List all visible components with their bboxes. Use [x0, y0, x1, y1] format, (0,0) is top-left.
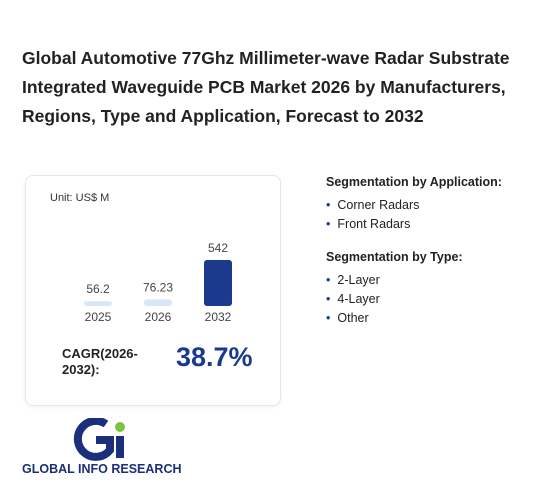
- unit-label: Unit: US$ M: [50, 192, 110, 204]
- value-label: 56.2: [86, 282, 110, 296]
- bullet: •: [326, 273, 331, 287]
- segmentation: Segmentation by Application: • Corner Rada…: [326, 175, 556, 344]
- logo-icon: [73, 418, 125, 461]
- bar: [144, 299, 172, 306]
- logo-i: [116, 436, 124, 458]
- segment-item: • Front Radars: [326, 216, 556, 232]
- segment-item: • 2-Layer: [326, 272, 556, 288]
- logo-dot: [115, 422, 125, 432]
- segment-item: • Other: [326, 310, 556, 326]
- value-label: 76.23: [143, 281, 173, 295]
- segment-heading: Segmentation by Type:: [326, 250, 463, 264]
- bar: [84, 301, 112, 306]
- item-text: Other: [337, 311, 369, 325]
- x-tick-label: 2025: [85, 310, 112, 324]
- x-tick-label: 2026: [145, 310, 172, 324]
- x-tick-label: 2032: [205, 310, 232, 324]
- segment-item: • 4-Layer: [326, 291, 556, 307]
- segment-heading: Segmentation by Application:: [326, 175, 502, 189]
- item-text: 4-Layer: [337, 292, 380, 306]
- value-label: 542: [208, 241, 228, 255]
- segment-block: Segmentation by Application: • Corner Rada…: [326, 175, 556, 232]
- logo-text: GLOBAL INFO RESEARCH: [22, 462, 182, 476]
- segment-block: Segmentation by Type: • 2-Layer • 4-Layer • Ot…: [326, 250, 556, 326]
- chart: 56.2 2025 76.23 2026 542 2032: [84, 241, 232, 324]
- bullet: •: [326, 217, 331, 231]
- title: Global Automotive 77Ghz Millimeter-wave …: [22, 48, 510, 126]
- item-text: Corner Radars: [337, 198, 420, 212]
- cagr-value: 38.7%: [176, 342, 253, 372]
- logo-g: [73, 418, 114, 461]
- item-text: Front Radars: [337, 217, 411, 231]
- chart-card: Unit: US$ M 56.2 2025 76.23 2026 542 2032 CAG…: [25, 175, 281, 406]
- segment-item: • Corner Radars: [326, 197, 556, 213]
- bullet: •: [326, 311, 331, 325]
- bullet: •: [326, 292, 331, 306]
- item-text: 2-Layer: [337, 273, 380, 287]
- bar: [204, 260, 232, 306]
- bullet: •: [326, 198, 331, 212]
- cagr-label: CAGR(2026-2032):: [62, 346, 138, 377]
